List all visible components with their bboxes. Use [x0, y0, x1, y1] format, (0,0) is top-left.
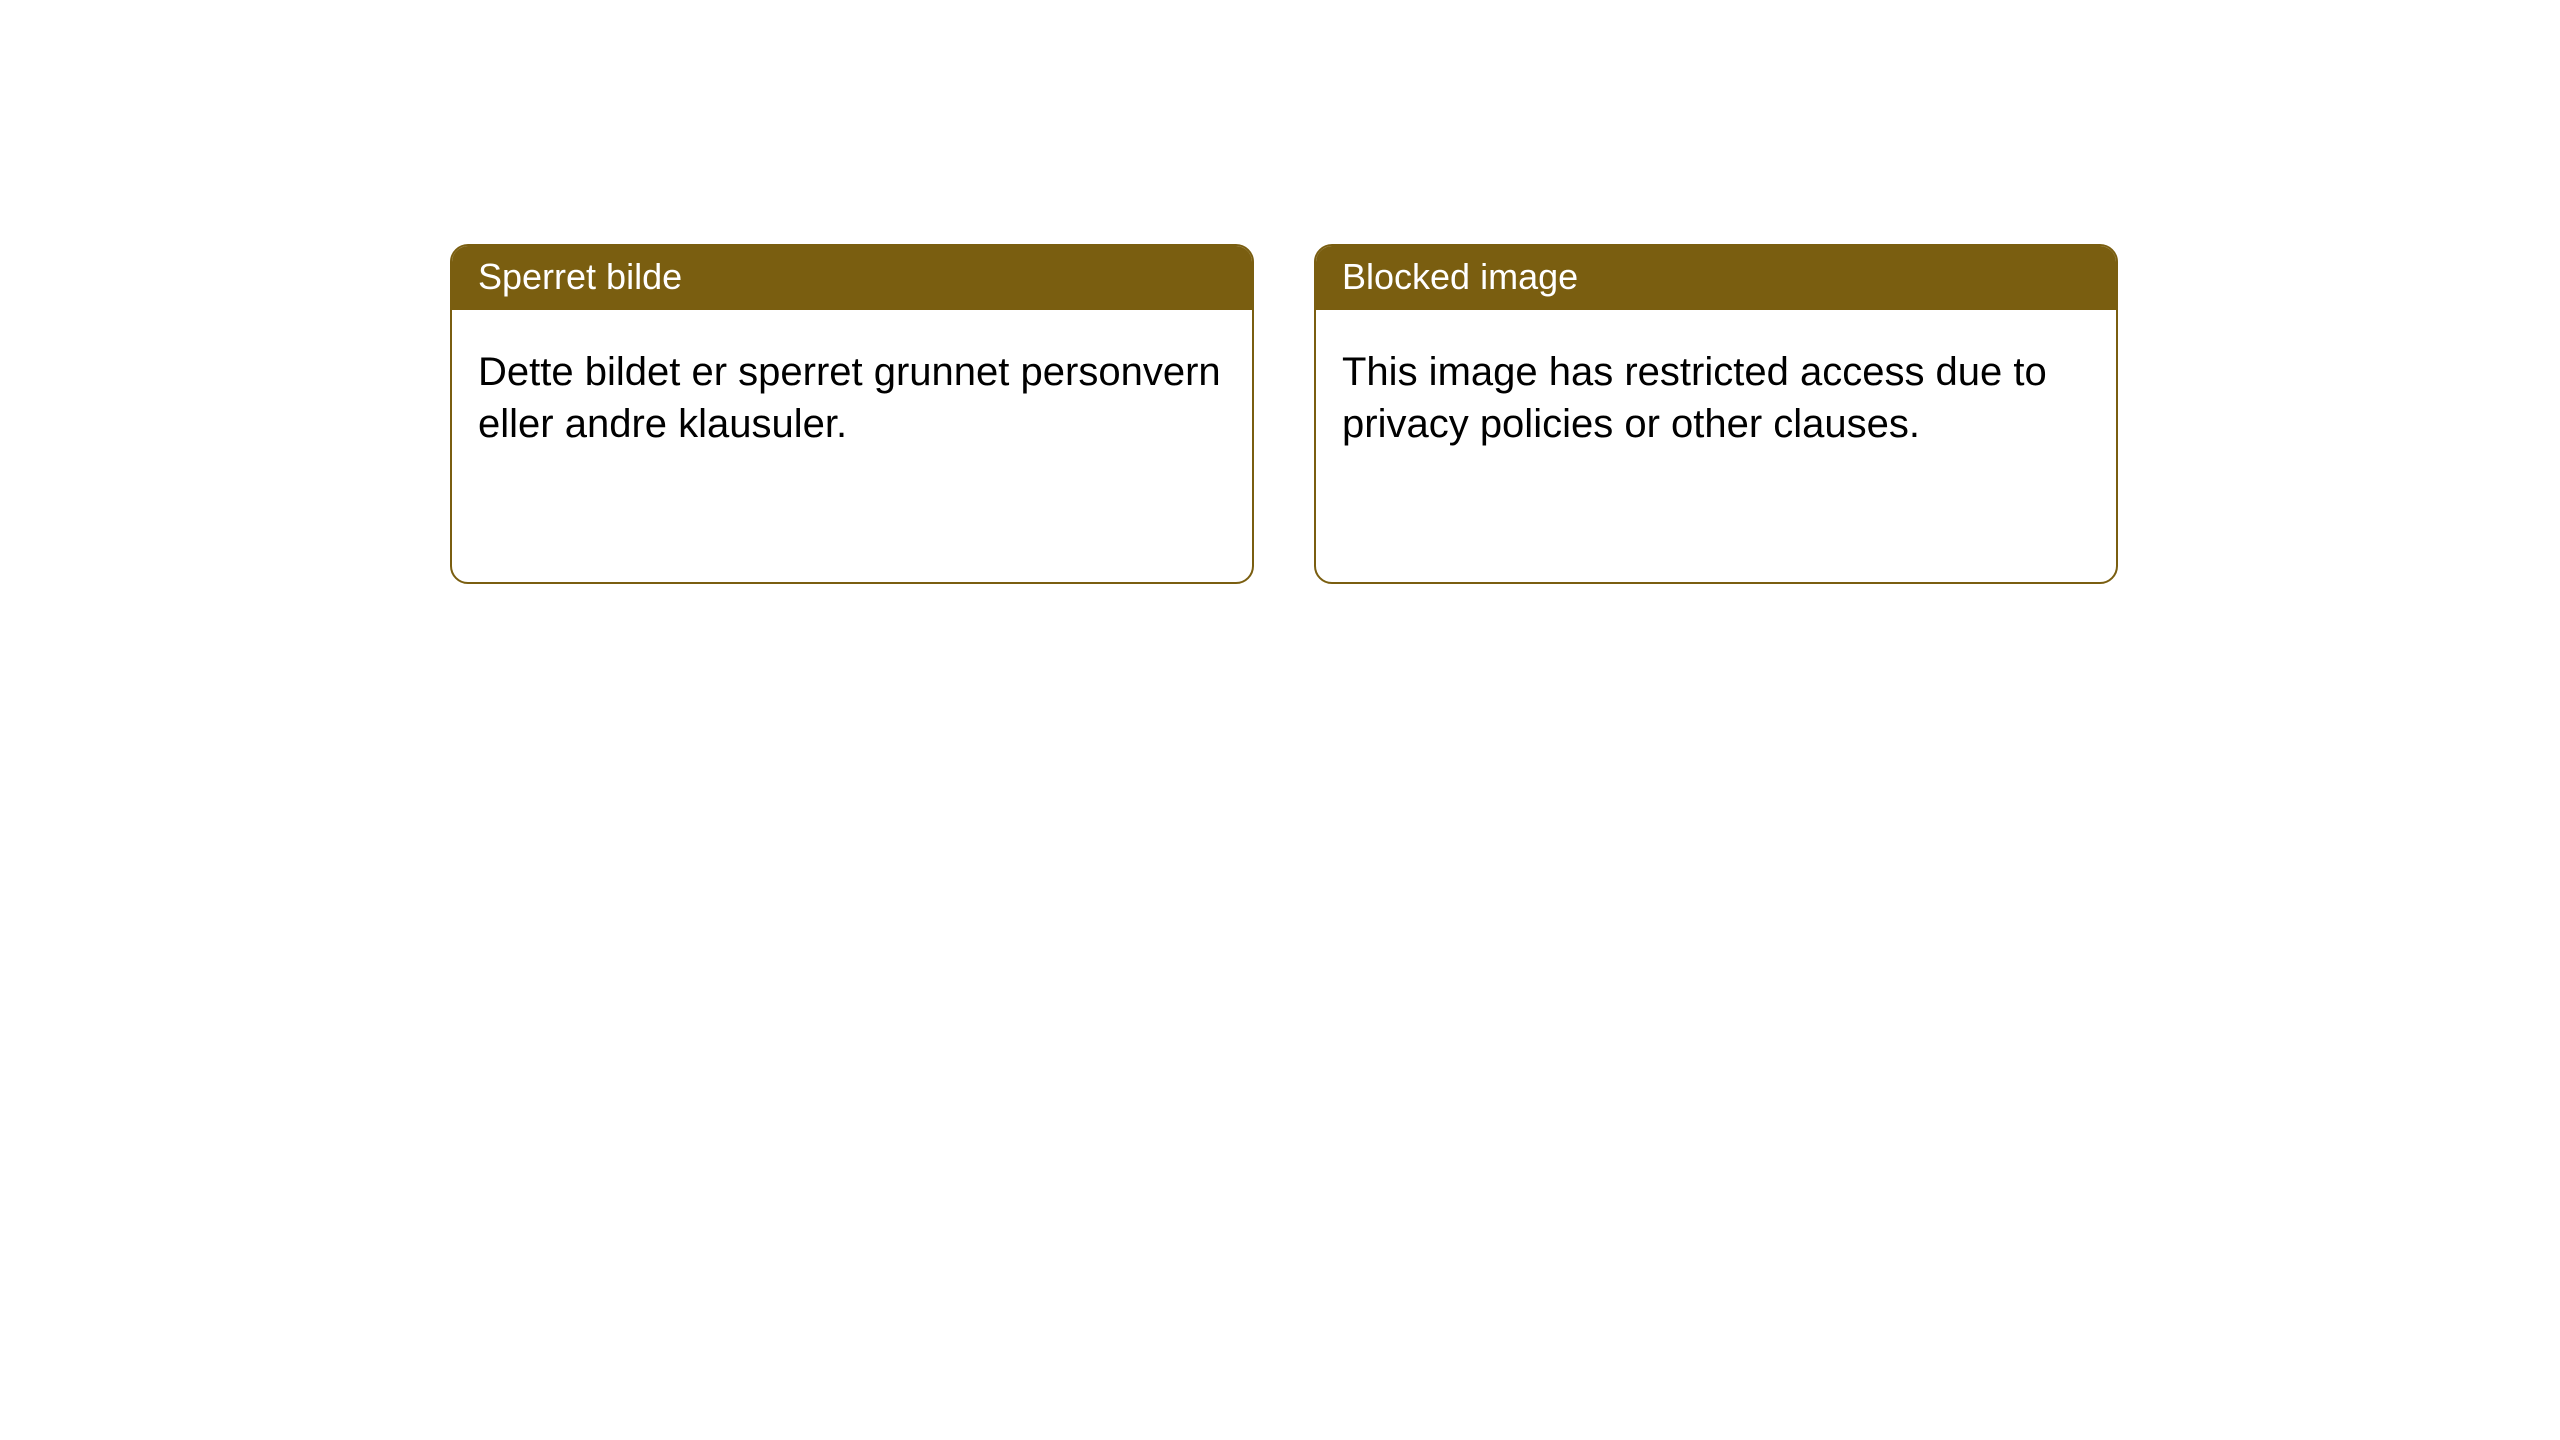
notice-body: This image has restricted access due to …: [1316, 310, 2116, 476]
notice-card-english: Blocked image This image has restricted …: [1314, 244, 2118, 584]
notice-container: Sperret bilde Dette bildet er sperret gr…: [0, 0, 2560, 584]
notice-header: Blocked image: [1316, 246, 2116, 310]
notice-card-norwegian: Sperret bilde Dette bildet er sperret gr…: [450, 244, 1254, 584]
notice-header: Sperret bilde: [452, 246, 1252, 310]
notice-body: Dette bildet er sperret grunnet personve…: [452, 310, 1252, 476]
